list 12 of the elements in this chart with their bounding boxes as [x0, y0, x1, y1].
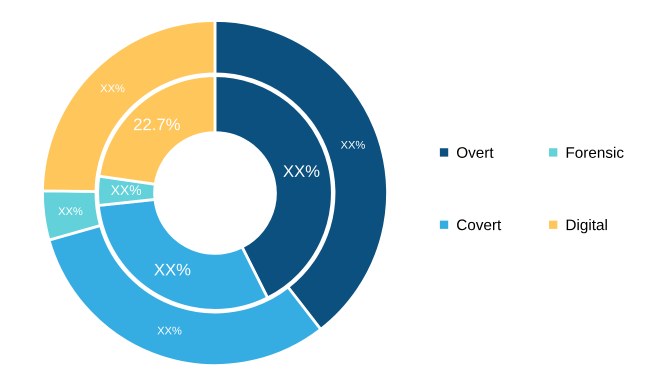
data-label: XX%: [340, 140, 365, 149]
data-label: XX%: [283, 165, 320, 177]
data-label: XX%: [154, 264, 190, 276]
data-label: XX%: [157, 326, 182, 334]
data-label: XX%: [58, 207, 82, 216]
data-label: XX%: [100, 84, 125, 92]
data-label: XX%: [111, 185, 142, 195]
legend-label: Overt: [456, 147, 494, 158]
legend-label: Covert: [457, 219, 502, 230]
legend-label: Forensic: [566, 146, 624, 158]
data-label: 22.7%: [134, 118, 180, 130]
legend-label: Digital: [566, 219, 607, 234]
